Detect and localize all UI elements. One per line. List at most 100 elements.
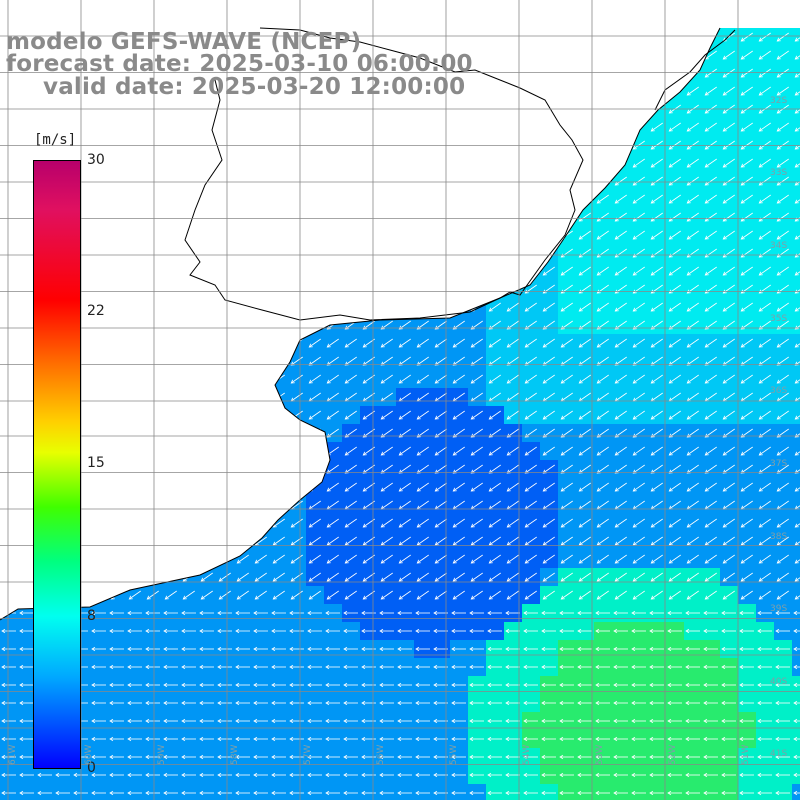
wind-arrow-icon xyxy=(613,772,628,778)
wind-arrow-icon xyxy=(470,482,483,492)
wind-cell xyxy=(162,262,181,281)
wind-arrow-icon xyxy=(415,646,430,652)
wind-arrow-icon xyxy=(343,736,358,742)
wind-arrow-icon xyxy=(632,518,645,528)
wind-arrow-icon xyxy=(164,212,177,222)
wind-arrow-icon xyxy=(704,518,717,528)
wind-arrow-icon xyxy=(596,302,609,312)
wind-arrow-icon xyxy=(307,628,322,634)
wind-arrow-icon xyxy=(505,646,520,652)
wind-arrow-icon xyxy=(488,410,501,420)
wind-arrow-icon xyxy=(254,176,267,186)
wind-cell xyxy=(576,298,595,317)
wind-cell xyxy=(342,100,361,119)
wind-cell xyxy=(18,658,37,677)
wind-arrow-icon xyxy=(650,590,663,600)
wind-arrow-icon xyxy=(506,590,519,600)
wind-arrow-icon xyxy=(416,230,429,240)
wind-arrow-icon xyxy=(632,572,645,582)
wind-cell xyxy=(684,622,703,641)
wind-cell xyxy=(198,244,217,263)
wind-cell xyxy=(36,100,55,119)
wind-cell xyxy=(702,64,721,83)
wind-cell xyxy=(90,100,109,119)
wind-cell xyxy=(396,586,415,605)
wind-arrow-icon xyxy=(542,176,555,186)
wind-cell xyxy=(0,640,19,659)
wind-cell xyxy=(594,694,613,713)
wind-arrow-icon xyxy=(686,266,699,276)
wind-cell xyxy=(684,334,703,353)
wind-arrow-icon xyxy=(560,32,573,42)
wind-cell xyxy=(666,478,685,497)
wind-cell xyxy=(360,496,379,515)
wind-arrow-icon xyxy=(308,410,321,420)
wind-cell xyxy=(576,226,595,245)
wind-arrow-icon xyxy=(505,664,520,670)
wind-arrow-icon xyxy=(434,518,447,528)
wind-arrow-icon xyxy=(326,482,339,492)
wind-cell xyxy=(54,100,73,119)
wind-arrow-icon xyxy=(757,790,772,796)
wind-arrow-icon xyxy=(685,790,700,796)
wind-cell xyxy=(666,730,685,749)
wind-cell xyxy=(504,766,523,785)
wind-cell xyxy=(108,568,127,587)
wind-arrow-icon xyxy=(200,464,213,474)
wind-cell xyxy=(252,730,271,749)
wind-arrow-icon xyxy=(20,572,33,582)
wind-arrow-icon xyxy=(524,212,537,222)
wind-cell xyxy=(486,514,505,533)
wind-cell xyxy=(144,118,163,137)
wind-cell xyxy=(360,334,379,353)
wind-arrow-icon xyxy=(451,700,466,706)
wind-cell xyxy=(90,586,109,605)
wind-arrow-icon xyxy=(307,664,322,670)
wind-cell xyxy=(342,406,361,425)
wind-cell xyxy=(522,370,541,389)
wind-cell xyxy=(198,712,217,731)
wind-cell xyxy=(576,352,595,371)
wind-cell xyxy=(306,172,325,191)
wind-arrow-icon xyxy=(685,610,700,616)
wind-arrow-icon xyxy=(739,682,754,688)
wind-arrow-icon xyxy=(218,140,231,150)
wind-arrow-icon xyxy=(740,50,753,60)
wind-cell xyxy=(504,334,523,353)
wind-arrow-icon xyxy=(164,572,177,582)
wind-cell xyxy=(648,748,667,767)
wind-cell xyxy=(774,406,793,425)
wind-arrow-icon xyxy=(451,610,466,616)
wind-arrow-icon xyxy=(236,194,249,204)
wind-arrow-icon xyxy=(254,500,267,510)
wind-cell xyxy=(252,244,271,263)
wind-cell xyxy=(468,478,487,497)
wind-cell xyxy=(684,478,703,497)
wind-cell xyxy=(414,568,433,587)
wind-arrow-icon xyxy=(128,212,141,222)
wind-cell xyxy=(648,64,667,83)
wind-arrow-icon xyxy=(271,610,286,616)
wind-arrow-icon xyxy=(92,554,105,564)
wind-arrow-icon xyxy=(686,410,699,420)
wind-cell xyxy=(738,586,757,605)
wind-arrow-icon xyxy=(632,446,645,456)
wind-cell xyxy=(198,676,217,695)
wind-arrow-icon xyxy=(578,590,591,600)
wind-cell xyxy=(702,172,721,191)
wind-cell xyxy=(540,514,559,533)
wind-cell xyxy=(90,730,109,749)
wind-cell xyxy=(216,658,235,677)
wind-cell xyxy=(504,208,523,227)
wind-cell xyxy=(648,388,667,407)
wind-cell xyxy=(648,640,667,659)
wind-arrow-icon xyxy=(650,266,663,276)
wind-arrow-icon xyxy=(794,482,800,492)
wind-cell xyxy=(486,100,505,119)
wind-cell xyxy=(162,766,181,785)
wind-arrow-icon xyxy=(398,140,411,150)
wind-cell xyxy=(594,190,613,209)
wind-cell xyxy=(576,496,595,515)
wind-cell xyxy=(126,658,145,677)
wind-arrow-icon xyxy=(164,158,177,168)
